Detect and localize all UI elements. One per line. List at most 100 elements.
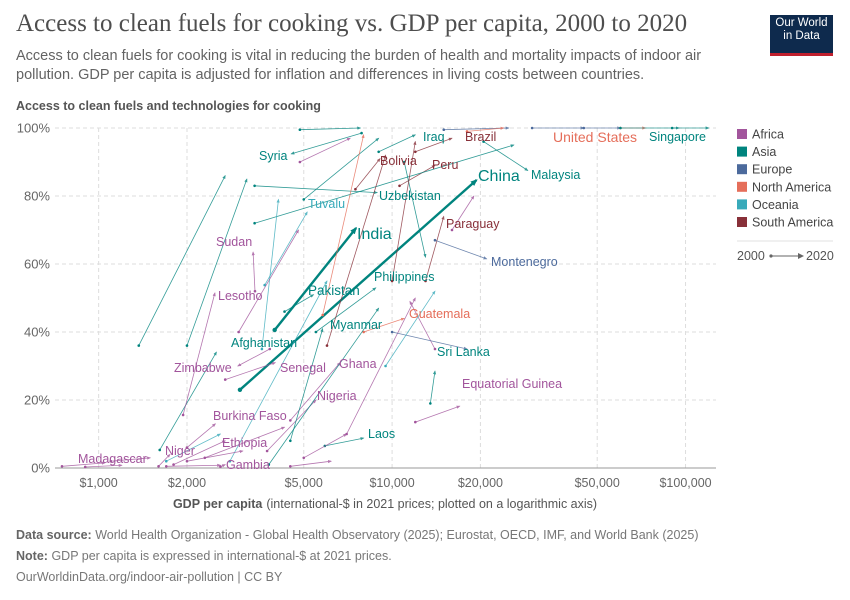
country-label[interactable]: Sudan (216, 235, 252, 249)
arrow-china[interactable] (237, 179, 478, 392)
arrow-country[interactable] (384, 290, 436, 368)
arrow-guatemala[interactable] (362, 317, 405, 334)
trajectory-line (186, 450, 244, 462)
arrow-niger[interactable] (157, 453, 171, 468)
legend-label: North America (752, 180, 831, 194)
arrow-country[interactable] (302, 137, 380, 201)
arrow-country[interactable] (289, 460, 332, 468)
arrow-country[interactable] (390, 330, 468, 350)
country-label[interactable]: Equatorial Guinea (462, 377, 562, 391)
country-label[interactable]: Uzbekistan (379, 189, 441, 203)
legend-item-south-america[interactable]: South America (737, 216, 833, 230)
owid-logo[interactable]: Our World in Data (770, 15, 833, 56)
arrow-country[interactable] (164, 463, 222, 468)
arrow-country[interactable] (450, 195, 475, 232)
country-label[interactable]: Sri Lanka (437, 345, 490, 359)
country-label[interactable]: Niger (165, 444, 195, 458)
country-label[interactable]: Guatemala (409, 307, 470, 321)
arrow-paraguay[interactable] (424, 215, 445, 283)
arrow-country[interactable] (185, 178, 248, 347)
arrow-country[interactable] (619, 126, 680, 130)
country-label[interactable]: Myanmar (330, 318, 382, 332)
arrow-montenegro[interactable] (433, 238, 488, 260)
country-label[interactable]: Tuvalu (308, 197, 345, 211)
arrow-country[interactable] (137, 174, 226, 347)
arrow-afghanistan[interactable] (158, 351, 217, 452)
country-label[interactable]: United States (553, 129, 637, 145)
country-label[interactable]: Gambia (226, 458, 270, 472)
arrow-country[interactable] (582, 126, 622, 130)
arrow-country[interactable] (390, 140, 417, 283)
arrow-country[interactable] (302, 433, 348, 460)
arrow-country[interactable] (530, 126, 585, 130)
source-url[interactable]: OurWorldinData.org/indoor-air-pollution … (16, 570, 283, 584)
country-label[interactable]: Iraq (423, 130, 445, 144)
country-label[interactable]: Syria (259, 149, 288, 163)
country-label[interactable]: China (478, 168, 520, 185)
arrow-country[interactable] (164, 433, 222, 463)
arrow-burkina-faso[interactable] (185, 423, 217, 449)
country-label[interactable]: Zimbabwe (174, 361, 232, 375)
arrow-country[interactable] (298, 126, 362, 131)
arrow-country[interactable] (253, 144, 515, 225)
arrow-country[interactable] (83, 463, 123, 469)
country-label[interactable]: Brazil (465, 130, 496, 144)
arrow-country[interactable] (298, 137, 351, 164)
arrow-country[interactable] (325, 154, 387, 347)
country-label[interactable]: Paraguay (446, 217, 500, 231)
arrow-country[interactable] (185, 450, 244, 463)
country-label[interactable]: Ghana (339, 357, 377, 371)
arrow-madagascar[interactable] (60, 461, 106, 468)
legend-item-asia[interactable]: Asia (737, 145, 776, 159)
arrow-india[interactable] (272, 226, 358, 333)
country-label[interactable]: Pakistan (308, 283, 360, 298)
arrow-tuvalu[interactable] (263, 211, 308, 287)
arrow-pakistan[interactable] (283, 294, 315, 313)
arrow-country[interactable] (237, 229, 299, 334)
country-label[interactable]: Afghanistan (231, 336, 297, 350)
legend-item-europe[interactable]: Europe (737, 163, 792, 177)
arrow-country[interactable] (228, 280, 328, 463)
arrow-country[interactable] (109, 456, 152, 463)
y-tick-label: 20% (24, 393, 50, 408)
arrow-zimbabwe[interactable] (237, 347, 272, 367)
arrow-senegal[interactable] (223, 362, 277, 381)
country-label[interactable]: Ethiopia (222, 436, 267, 450)
arrow-country[interactable] (402, 160, 427, 258)
legend-item-oceania[interactable]: Oceania (737, 198, 799, 212)
country-label[interactable]: Bolivia (380, 154, 417, 168)
country-label[interactable]: Nigeria (317, 389, 357, 403)
legend-item-north-america[interactable]: North America (737, 180, 831, 194)
country-label[interactable]: Burkina Faso (213, 409, 287, 423)
country-label[interactable]: Laos (368, 427, 395, 441)
arrow-laos[interactable] (323, 437, 365, 448)
arrow-sri-lanka[interactable] (429, 370, 437, 405)
country-label[interactable]: Philippines (374, 270, 434, 284)
arrow-country[interactable] (321, 134, 365, 317)
arrow-sudan[interactable] (251, 251, 257, 293)
country-label[interactable]: Peru (432, 158, 458, 172)
arrow-iraq[interactable] (377, 134, 417, 154)
arrow-equatorial-guinea[interactable] (414, 405, 461, 424)
arrow-malaysia[interactable] (482, 140, 529, 171)
country-label[interactable]: Malaysia (531, 168, 580, 182)
arrow-peru[interactable] (398, 165, 436, 188)
arrow-bolivia[interactable] (354, 157, 381, 191)
country-label[interactable]: India (357, 226, 392, 243)
arrow-country[interactable] (260, 198, 280, 351)
country-label[interactable]: Senegal (280, 361, 326, 375)
arrow-ethiopia[interactable] (172, 440, 226, 466)
arrow-brazil[interactable] (414, 137, 453, 154)
arrow-myanmar[interactable] (289, 327, 324, 443)
arrow-philippines[interactable] (314, 287, 377, 334)
country-label[interactable]: Madagascar (78, 452, 147, 466)
country-label[interactable]: Lesotho (218, 289, 263, 303)
arrow-syria[interactable] (290, 131, 363, 155)
arrow-country[interactable] (465, 126, 505, 133)
arrow-country[interactable] (267, 307, 380, 466)
country-label[interactable]: Singapore (649, 130, 706, 144)
country-label[interactable]: Montenegro (491, 255, 558, 269)
arrow-lesotho[interactable] (181, 292, 216, 417)
legend-item-africa[interactable]: Africa (737, 128, 784, 142)
